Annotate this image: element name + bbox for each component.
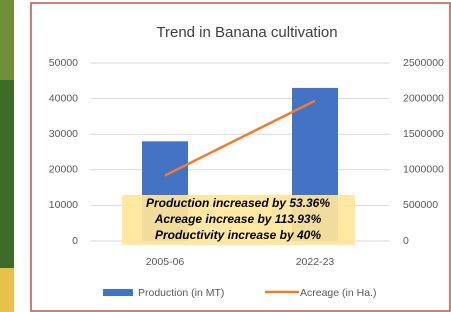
- y-tick-label: 10000: [49, 199, 78, 211]
- y2-tick-label: 1000000: [403, 164, 444, 176]
- y2-tick-label: 1500000: [403, 128, 444, 140]
- y-tick-label: 50000: [49, 57, 78, 69]
- chart-title: Trend in Banana cultivation: [156, 24, 337, 41]
- x-tick-label: 2005-06: [146, 256, 185, 268]
- legend-swatch: [103, 289, 133, 296]
- chart: Trend in Banana cultivation 0 10000 20000 3…: [0, 0, 451, 312]
- y2-tick-label: 2000000: [403, 92, 444, 104]
- legend-label: Production (in MT): [138, 287, 224, 299]
- y-tick-label: 20000: [49, 164, 78, 176]
- chart-frame: [31, 3, 450, 311]
- page: Trend in Banana cultivation 0 10000 20000 3…: [0, 0, 451, 312]
- y2-tick-label: 2500000: [403, 57, 444, 69]
- annotation: Productivity increase by 40%: [155, 228, 321, 242]
- y-tick-label: 40000: [49, 92, 78, 104]
- y-tick-label: 30000: [49, 128, 78, 140]
- photo-strip-bottom: [0, 268, 14, 312]
- y2-tick-label: 0: [403, 235, 409, 247]
- legend-label: Acreage (in Ha.): [300, 287, 376, 299]
- x-tick-label: 2022-23: [296, 256, 335, 268]
- annotation: Acreage increase by 113.93%: [154, 212, 322, 226]
- annotation: Production increased by 53.36%: [146, 196, 330, 210]
- y2-tick-label: 500000: [403, 199, 438, 211]
- photo-strip-top: [0, 0, 14, 80]
- y-tick-label: 0: [72, 235, 78, 247]
